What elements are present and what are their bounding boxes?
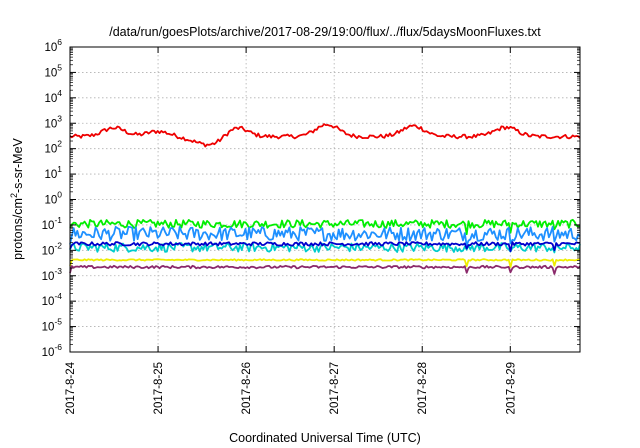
- y-tick-label: 10-3: [42, 266, 63, 283]
- x-tick-label: 2017-8-29: [505, 362, 517, 414]
- series-line-7: [69, 264, 581, 275]
- y-tick-label: 10-2: [42, 240, 63, 257]
- series-layer: [69, 123, 581, 275]
- grid-lines: [70, 47, 580, 352]
- x-axis-label: Coordinated Universal Time (UTC): [229, 431, 421, 445]
- series-line-3: [69, 225, 581, 247]
- x-tick-label: 2017-8-28: [417, 362, 429, 414]
- y-axis-ticks: 10-6 10-5 10-4 10-3 10-2 10-1 100 101 102 103 104 1…: [42, 37, 580, 359]
- x-tick-label: 2017-8-26: [241, 362, 253, 414]
- x-axis-ticks: 2017-8-24 2017-8-25 2017-8-26 2017-8-27 2017…: [65, 47, 517, 414]
- x-tick-label: 2017-8-27: [329, 362, 341, 414]
- y-tick-label: 105: [44, 62, 62, 79]
- series-line-6: [69, 258, 581, 268]
- y-tick-label: 101: [44, 164, 62, 181]
- x-tick-label: 2017-8-25: [153, 362, 165, 414]
- y-tick-label: 10-4: [42, 291, 63, 308]
- y-tick-label: 103: [44, 113, 62, 130]
- series-line-5: [69, 241, 580, 253]
- y-tick-label: 10-6: [42, 342, 63, 359]
- series-line-2: [69, 218, 581, 236]
- y-tick-label: 100: [44, 190, 62, 207]
- chart-title: /data/run/goesPlots/archive/2017-08-29/1…: [109, 25, 541, 39]
- x-tick-label: 2017-8-24: [65, 361, 77, 414]
- y-tick-label: 104: [44, 88, 62, 105]
- y-axis-label: protons/cm2-s-sr-MeV: [9, 137, 25, 259]
- y-tick-label: 10-5: [42, 317, 63, 334]
- y-tick-label: 106: [44, 37, 62, 54]
- y-tick-label: 10-1: [42, 215, 63, 232]
- series-line-4: [69, 242, 581, 254]
- y-tick-label: 102: [44, 139, 62, 156]
- series-line-1: [69, 123, 581, 148]
